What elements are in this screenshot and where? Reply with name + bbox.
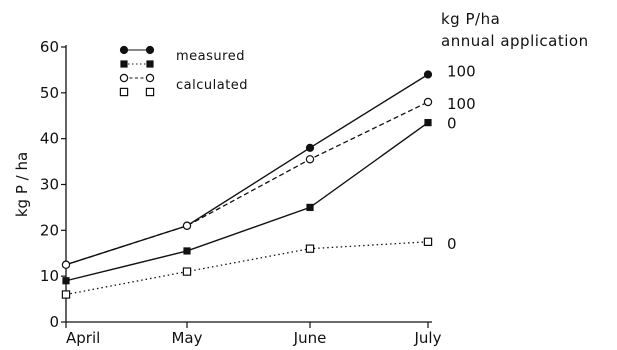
point-measured-filled-circle-july [423, 70, 433, 79]
point-measured-filled-square-april [62, 277, 70, 285]
y-tick-label: 20 [40, 221, 59, 239]
legend-marker-filled-circle-end [145, 45, 155, 55]
point-measured-filled-circle-june [305, 143, 315, 152]
legend-label-calculated: calculated [176, 78, 248, 93]
y-tick-label: 30 [40, 176, 59, 194]
point-calculated-open-square-april [61, 290, 71, 299]
x-tick-label-may: May [171, 329, 202, 347]
legend-marker-open-square-start [119, 87, 129, 97]
axes: 0 10 20 30 40 50 60 April May June July kg P / ha [13, 38, 442, 347]
legend-label-measured: measured [176, 49, 245, 64]
end-label-measured-filled-square: 0 [447, 115, 457, 133]
series-line-measured-filled-circle [65, 73, 429, 266]
legend-marker-open-circle-end [145, 73, 155, 83]
point-calculated-open-circle-june [305, 155, 315, 164]
point-calculated-open-circle-may [182, 221, 192, 230]
point-measured-filled-square-may [183, 247, 191, 255]
y-tick-label: 50 [40, 84, 59, 102]
series-line-measured-filled-square [65, 122, 429, 282]
legend-marker-open-square-end [145, 87, 155, 97]
series-lines [65, 73, 429, 296]
point-calculated-open-square-july [423, 237, 433, 246]
y-tick-label: 60 [40, 38, 59, 56]
legend-marker-filled-square-end [146, 60, 154, 68]
point-calculated-open-circle-april [61, 260, 71, 269]
point-measured-filled-square-june [306, 203, 314, 212]
y-tick-label: 10 [40, 267, 59, 285]
end-label-calculated-open-square: 0 [447, 235, 457, 253]
series-line-calculated-open-circle [65, 101, 429, 266]
x-tick-label-july: July [414, 329, 442, 347]
point-calculated-open-square-june [305, 244, 315, 253]
legend-marker-filled-square-start [120, 60, 128, 68]
legend: measured calculated [119, 45, 248, 97]
series-line-calculated-open-square [65, 241, 429, 296]
legend-marker-filled-circle-start [119, 45, 129, 55]
point-calculated-open-square-may [182, 267, 192, 276]
y-tick-label: 0 [49, 313, 59, 331]
y-tick-label: 40 [40, 130, 59, 148]
x-tick-label-june: June [293, 329, 327, 347]
end-label-measured-filled-circle: 100 [447, 63, 476, 81]
series-markers [61, 70, 433, 299]
end-labels: kg P/ha annual application 100 100 0 0 [441, 10, 589, 253]
right-header-line-1: kg P/ha [441, 10, 500, 28]
end-label-calculated-open-circle: 100 [447, 95, 476, 113]
point-calculated-open-circle-july [423, 97, 433, 107]
legend-marker-open-circle-start [119, 73, 129, 83]
point-measured-filled-square-july [424, 119, 432, 127]
right-header-line-2: annual application [441, 32, 589, 50]
y-axis-title: kg P / ha [13, 152, 31, 217]
x-tick-label-april: April [66, 329, 100, 347]
